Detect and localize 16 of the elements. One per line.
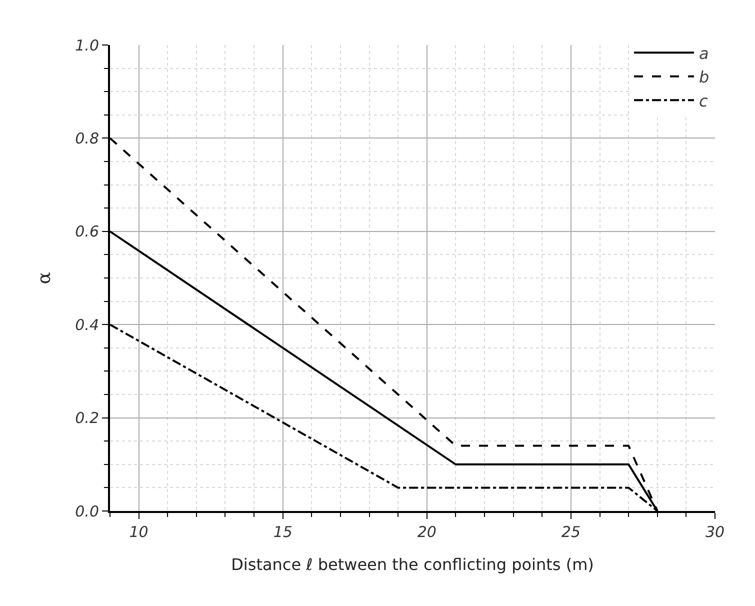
x-tick-label: 20 (417, 523, 436, 541)
y-tick-label: 0.6 (75, 222, 99, 241)
x-tick-label: 15 (273, 523, 292, 541)
y-tick-label: 0.8 (75, 129, 99, 148)
legend-label: b (699, 68, 710, 87)
x-tick-label: 30 (705, 523, 725, 541)
y-tick-label: 1.0 (75, 36, 99, 54)
y-tick-label: 0.4 (75, 316, 99, 334)
x-tick-label: 10 (129, 523, 148, 541)
x-axis-title: Distance ℓ between the conflicting points (m) (231, 555, 594, 574)
legend-label: c (699, 91, 708, 110)
legend-label: a (699, 44, 709, 63)
y-tick-label: 0.0 (75, 502, 99, 520)
y-tick-label: 0.2 (75, 409, 99, 428)
x-tick-label: 25 (561, 523, 580, 541)
y-axis-title: α (34, 272, 55, 284)
